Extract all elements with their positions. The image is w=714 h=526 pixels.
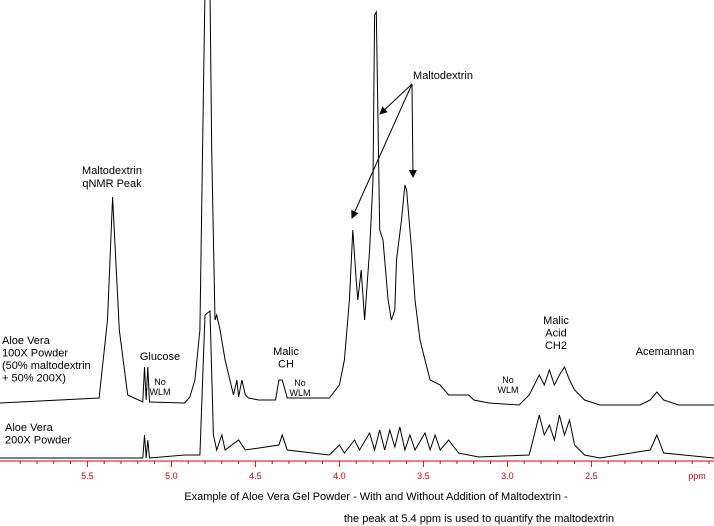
annotation: Maltodextrin — [413, 70, 473, 82]
text-line: No — [502, 375, 514, 385]
series-label: Aloe Vera 200X Powder — [5, 422, 71, 447]
text-line: CH — [278, 359, 294, 371]
text-line: CH2 — [545, 340, 567, 352]
x-tick-label: 5.0 — [165, 471, 178, 481]
text-line: + 50% 200X) — [2, 373, 66, 385]
text-line: Acid — [545, 328, 566, 340]
annotation: No WLM — [290, 378, 311, 398]
text-line: 200X Powder — [5, 435, 71, 447]
arrow — [351, 83, 413, 219]
text-line: Maltodextrin — [82, 165, 142, 177]
caption: the peak at 5.4 ppm is used to quantify … — [344, 513, 614, 525]
x-axis-label: ppm — [688, 471, 706, 481]
annotation: Malic CH — [273, 346, 299, 371]
annotation: Malic Acid CH2 — [543, 315, 569, 352]
caption: Example of Aloe Vera Gel Powder - With a… — [184, 491, 568, 503]
spectrum-trace — [0, 0, 714, 406]
text-line: Acemannan — [636, 346, 695, 358]
annotation: Glucose — [140, 351, 180, 363]
x-tick-label: 3.5 — [417, 471, 430, 481]
arrow — [408, 83, 417, 178]
text-line: Aloe Vera — [5, 422, 54, 434]
text-line: WLM — [150, 387, 171, 397]
text-line: 100X Powder — [2, 348, 68, 360]
text-line: No — [294, 378, 306, 388]
annotation: No WLM — [150, 377, 171, 397]
maltodextrin-arrows — [351, 83, 417, 219]
text-line: qNMR Peak — [82, 178, 142, 190]
annotation: No WLM — [498, 375, 519, 395]
text-line: Glucose — [140, 351, 180, 363]
x-tick-label: 4.0 — [333, 471, 346, 481]
arrow — [379, 83, 413, 115]
x-tick-label: 5.5 — [81, 471, 94, 481]
text-line: WLM — [498, 385, 519, 395]
text-line: WLM — [290, 388, 311, 398]
spectrum-trace — [0, 309, 714, 459]
text-line: Aloe Vera — [2, 335, 51, 347]
text-line: (50% maltodextrin — [2, 360, 91, 372]
x-tick-label: 4.5 — [249, 471, 262, 481]
text-line: No — [154, 377, 166, 387]
annotation: Acemannan — [636, 346, 695, 358]
text-line: Malic — [543, 315, 569, 327]
x-tick-label: 2.5 — [585, 471, 598, 481]
text-line: Malic — [273, 346, 299, 358]
text-line: Maltodextrin — [413, 70, 473, 82]
x-tick-label: 3.0 — [501, 471, 514, 481]
annotation: Maltodextrin qNMR Peak — [82, 165, 142, 190]
series-label: Aloe Vera 100X Powder (50% maltodextrin + 5… — [2, 335, 91, 385]
